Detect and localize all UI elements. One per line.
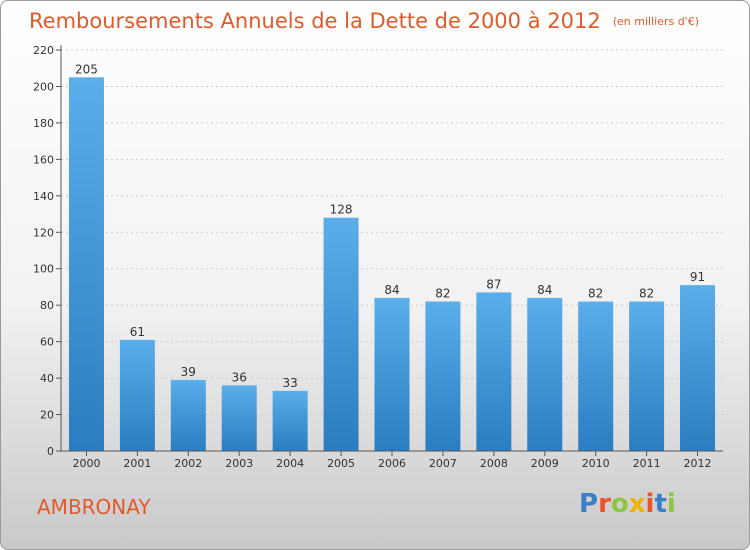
bar	[425, 301, 461, 451]
bar	[578, 301, 614, 451]
y-tick-label: 160	[33, 153, 54, 166]
proxiti-logo: Proxiti	[579, 489, 676, 519]
bar-value-label: 39	[181, 365, 196, 379]
y-tick-label: 60	[40, 336, 54, 349]
bar-value-label: 84	[537, 283, 552, 297]
logo-letter: i	[645, 489, 655, 519]
x-tick-label: 2008	[480, 457, 508, 470]
x-tick-label: 2007	[429, 457, 457, 470]
bar-value-label: 82	[588, 287, 603, 301]
y-tick-label: 80	[40, 299, 54, 312]
bar	[221, 385, 257, 451]
x-tick-label: 2011	[633, 457, 661, 470]
y-tick-label: 100	[33, 263, 54, 276]
bar-value-label: 36	[232, 370, 247, 384]
logo-letter: r	[598, 489, 611, 519]
chart-title: Remboursements Annuels de la Dette de 20…	[29, 9, 699, 33]
y-tick-label: 220	[33, 44, 54, 57]
bar	[170, 379, 206, 451]
x-tick-label: 2009	[531, 457, 559, 470]
bar	[119, 339, 155, 451]
unit-note: (en milliers d'€)	[612, 15, 699, 28]
x-tick-label: 2002	[174, 457, 202, 470]
bar-value-label: 33	[283, 376, 298, 390]
x-tick-label: 2001	[123, 457, 151, 470]
y-tick-label: 200	[33, 80, 54, 93]
x-tick-label: 2006	[378, 457, 406, 470]
title-text: Remboursements Annuels de la Dette de 20…	[29, 9, 601, 33]
x-axis: 2000 2001 2002 2003 2004 2005 2006 2007 2008 2009…	[61, 450, 723, 470]
y-tick-label: 140	[33, 190, 54, 203]
x-tick-label: 2000	[72, 457, 100, 470]
y-axis: 0 20 40 60 80 100 120 140 160 180 200 220	[33, 44, 62, 458]
logo-letter: i	[666, 489, 676, 519]
bar	[476, 292, 512, 451]
logo-letter: x	[628, 489, 646, 519]
bar-value-label: 61	[130, 325, 145, 339]
bar	[680, 285, 716, 451]
logo-letter: o	[610, 489, 629, 519]
x-tick-label: 2005	[327, 457, 355, 470]
bar	[68, 77, 104, 451]
y-tick-label: 120	[33, 226, 54, 239]
bar	[272, 390, 308, 451]
bars: 205 61 39 36 33 128 84 82 87 84 82 82 91	[68, 62, 716, 451]
bar	[374, 297, 410, 451]
city-name: AMBRONAY	[37, 495, 151, 519]
x-tick-label: 2004	[276, 457, 304, 470]
bar-value-label: 84	[384, 283, 399, 297]
bar-value-label: 82	[639, 287, 654, 301]
bar	[629, 301, 665, 451]
bar-value-label: 82	[435, 287, 450, 301]
logo-letter: t	[654, 489, 667, 519]
bar	[527, 297, 563, 451]
y-tick-label: 20	[40, 409, 54, 422]
bar-value-label: 91	[690, 270, 705, 284]
bar-value-label: 205	[75, 62, 98, 76]
bar-value-label: 128	[330, 203, 353, 217]
logo-letter: P	[579, 489, 599, 519]
x-tick-label: 2003	[225, 457, 253, 470]
x-tick-label: 2010	[582, 457, 610, 470]
x-tick-label: 2012	[684, 457, 712, 470]
bar-value-label: 87	[486, 277, 501, 291]
bar	[323, 217, 359, 451]
y-tick-label: 40	[40, 372, 54, 385]
y-tick-label: 0	[47, 445, 54, 458]
y-tick-label: 180	[33, 117, 54, 130]
